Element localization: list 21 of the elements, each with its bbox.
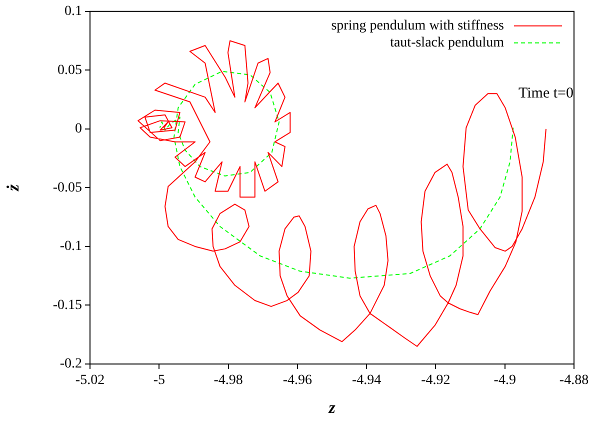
x-tick-label: -4.9 <box>494 373 516 388</box>
y-tick-label: 0 <box>75 122 82 137</box>
line-series <box>159 70 514 279</box>
y-tick-label: -0.2 <box>60 356 82 372</box>
y-tick-label: -0.15 <box>52 298 82 313</box>
y-axis-title: ż <box>4 184 23 192</box>
y-tick-label: -0.1 <box>60 239 82 254</box>
y-tick-label: -0.05 <box>52 180 82 196</box>
x-tick-label: -4.88 <box>559 373 589 388</box>
y-tick-label: 0.05 <box>58 62 82 78</box>
annotation: Time t=0 <box>518 85 574 102</box>
x-tick-label: -4.98 <box>214 373 243 388</box>
x-tick-label: -4.94 <box>352 373 382 388</box>
x-tick-label: -4.96 <box>282 373 312 388</box>
x-axis-title: z <box>328 398 336 418</box>
legend-label: taut-slack pendulum <box>390 36 504 51</box>
x-tick-label: -5 <box>153 373 165 388</box>
y-tick-label: 0.1 <box>64 4 82 20</box>
x-tick-label: -4.92 <box>421 373 450 388</box>
legend-label: spring pendulum with stiffness <box>331 18 504 34</box>
x-tick-label: -5.02 <box>75 373 105 388</box>
